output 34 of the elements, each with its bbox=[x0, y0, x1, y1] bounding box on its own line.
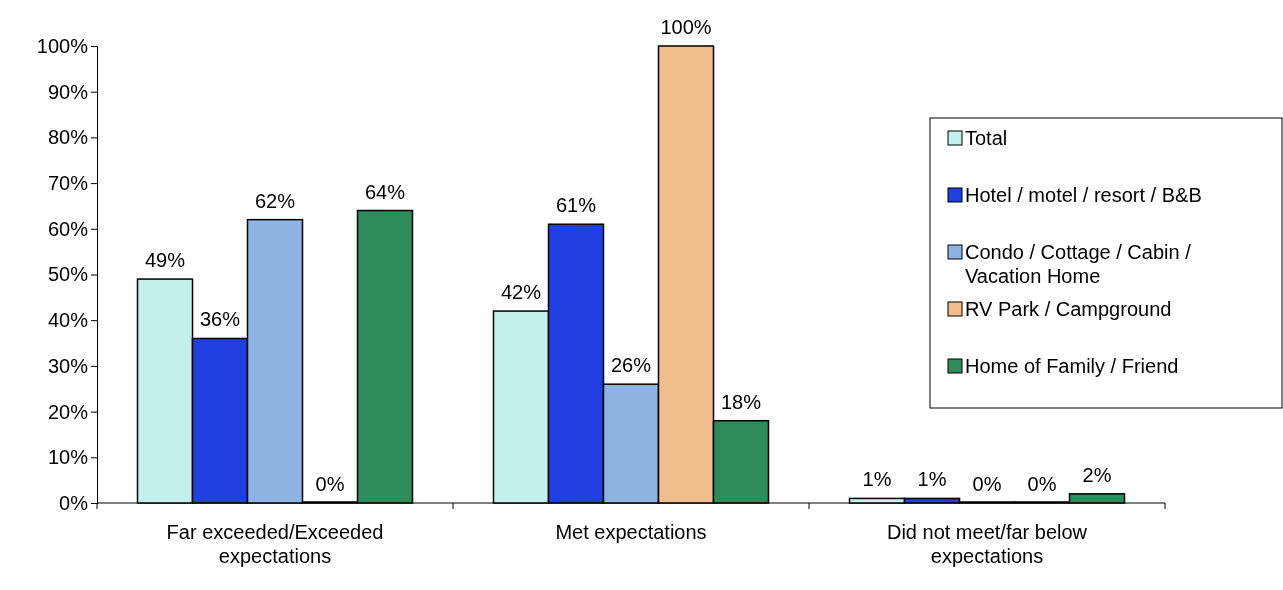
x-tick-label: Did not meet/far below expectations bbox=[886, 521, 1088, 567]
y-tick-label: 0% bbox=[59, 491, 89, 514]
y-tick-label: 80% bbox=[47, 126, 89, 149]
data-label: 0% bbox=[1027, 473, 1057, 495]
legend-label: Home of Family / Friend bbox=[965, 355, 1179, 377]
y-tick-label: 10% bbox=[47, 446, 89, 469]
data-label: 64% bbox=[364, 180, 406, 203]
legend-label: Hotel / motel / resort / B&B bbox=[965, 184, 1202, 206]
x-tick-label: Far exceeded/Exceeded expectations bbox=[166, 521, 384, 567]
y-tick-label: 70% bbox=[47, 172, 89, 194]
legend-label: Total bbox=[965, 127, 1008, 149]
y-tick-label: 90% bbox=[47, 80, 89, 103]
data-label: 100% bbox=[660, 16, 712, 38]
data-label: 49% bbox=[144, 249, 186, 272]
data-label: 2% bbox=[1082, 463, 1112, 486]
data-label: 0% bbox=[972, 473, 1002, 495]
data-label: 42% bbox=[500, 281, 542, 304]
y-tick-label: 40% bbox=[47, 309, 89, 332]
legend-label: RV Park / Campground bbox=[965, 298, 1172, 320]
data-label: 61% bbox=[555, 194, 597, 217]
y-tick-label: 30% bbox=[47, 354, 89, 377]
data-label: 26% bbox=[610, 354, 652, 377]
y-tick-label: 60% bbox=[47, 217, 89, 240]
y-tick-label: 50% bbox=[47, 263, 89, 286]
y-tick-label: 20% bbox=[47, 400, 89, 423]
data-label: 1% bbox=[917, 468, 947, 491]
y-tick-label: 100% bbox=[36, 34, 89, 57]
data-label: 18% bbox=[720, 390, 762, 413]
data-label: 0% bbox=[315, 473, 345, 495]
legend-label: Condo / Cottage / Cabin / Vacation Home bbox=[965, 241, 1192, 287]
data-label: 1% bbox=[862, 468, 892, 491]
data-label: 62% bbox=[254, 189, 296, 212]
data-label: 36% bbox=[199, 308, 241, 331]
x-tick-label: Met expectations bbox=[555, 521, 707, 543]
